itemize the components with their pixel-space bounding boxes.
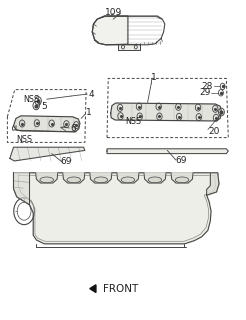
Polygon shape xyxy=(10,147,85,161)
Text: 29: 29 xyxy=(199,88,210,97)
Ellipse shape xyxy=(40,177,54,183)
Polygon shape xyxy=(107,149,228,154)
Polygon shape xyxy=(144,173,166,183)
Ellipse shape xyxy=(121,177,135,183)
Polygon shape xyxy=(117,173,139,183)
Text: 5: 5 xyxy=(41,102,47,111)
Polygon shape xyxy=(90,285,96,292)
Polygon shape xyxy=(90,173,112,183)
Polygon shape xyxy=(18,174,215,241)
Polygon shape xyxy=(36,173,58,183)
Polygon shape xyxy=(207,173,219,195)
Text: 69: 69 xyxy=(175,156,186,164)
Text: NSS: NSS xyxy=(125,117,142,126)
Text: 69: 69 xyxy=(60,157,72,166)
Bar xyxy=(118,44,140,50)
Text: 28: 28 xyxy=(201,82,213,91)
Text: FRONT: FRONT xyxy=(103,284,138,294)
Polygon shape xyxy=(14,116,80,132)
Text: 1: 1 xyxy=(86,108,91,117)
Text: 4: 4 xyxy=(89,90,94,99)
Ellipse shape xyxy=(175,177,189,183)
Polygon shape xyxy=(171,173,193,183)
Polygon shape xyxy=(14,173,219,244)
Polygon shape xyxy=(63,173,85,183)
Ellipse shape xyxy=(94,177,108,183)
Text: NSS: NSS xyxy=(16,135,32,144)
Polygon shape xyxy=(111,103,221,121)
Polygon shape xyxy=(14,173,30,205)
Text: 6: 6 xyxy=(70,124,76,132)
Text: 1: 1 xyxy=(151,73,157,82)
Polygon shape xyxy=(92,16,128,45)
Ellipse shape xyxy=(148,177,162,183)
Ellipse shape xyxy=(67,177,81,183)
Text: NSS: NSS xyxy=(23,95,40,104)
Text: 109: 109 xyxy=(105,8,122,17)
Text: 20: 20 xyxy=(208,127,219,136)
